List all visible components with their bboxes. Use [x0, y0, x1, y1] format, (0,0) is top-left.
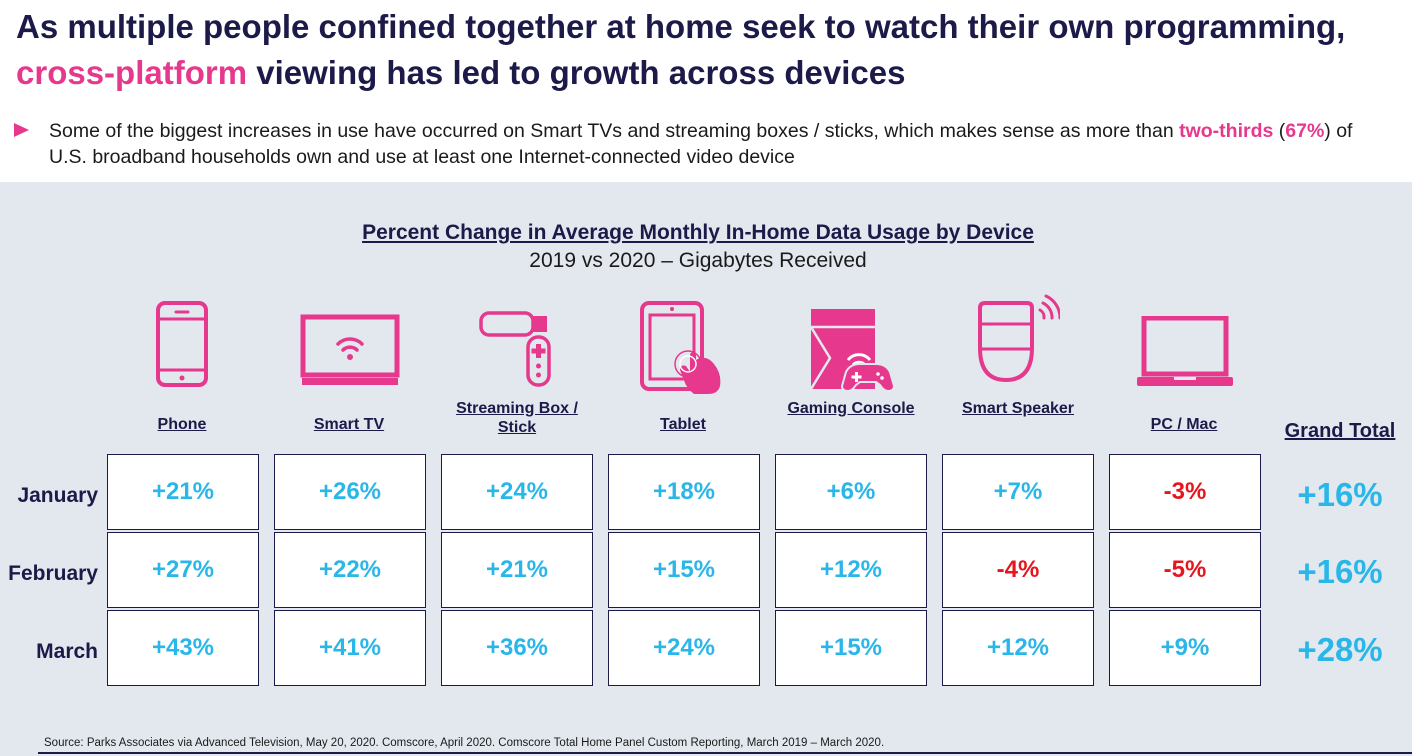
bullet-part-1: Some of the biggest increases in use hav…: [49, 120, 1180, 142]
cell-march-speaker: +12%: [942, 610, 1094, 686]
cell-january-gaming: +6%: [775, 454, 927, 530]
laptop-icon: [1137, 316, 1233, 386]
footer-divider: [38, 752, 1412, 754]
column-label-grand-total: Grand Total: [1284, 420, 1396, 442]
cell-january-tablet: +18%: [608, 454, 760, 530]
gaming-console-icon: [809, 309, 894, 392]
cell-march-phone: +43%: [107, 610, 259, 686]
title-highlight: cross-platform: [16, 54, 248, 91]
column-label-streaming: Streaming Box / Stick: [456, 400, 578, 436]
bullet-part-3: ) of U.S. broadband households own and u…: [49, 120, 1353, 168]
cell-february-streaming: +21%: [441, 532, 593, 608]
bullet-highlight-percent: 67%: [1285, 120, 1325, 142]
cell-january-pc: -3%: [1109, 454, 1261, 530]
cell-january-streaming: +24%: [441, 454, 593, 530]
grand-total-february: +16%: [1297, 553, 1383, 590]
row-label-march: March: [36, 640, 98, 663]
column-label-smart-tv: Smart TV: [313, 416, 385, 433]
cell-february-speaker: -4%: [942, 532, 1094, 608]
chart-title: Percent Change in Average Monthly In-Hom…: [362, 221, 1034, 244]
cell-february-phone: +27%: [107, 532, 259, 608]
cell-march-gaming: +15%: [775, 610, 927, 686]
phone-icon: [156, 301, 208, 387]
column-label-speaker: Smart Speaker: [961, 400, 1075, 417]
cell-march-tablet: +24%: [608, 610, 760, 686]
triangle-bullet-icon: [14, 123, 29, 137]
cell-january-smart_tv: +26%: [274, 454, 426, 530]
chart-subtitle: 2019 vs 2020 – Gigabytes Received: [529, 249, 867, 272]
column-label-gaming: Gaming Console: [787, 400, 915, 417]
title-part-1: As multiple people confined together at …: [16, 8, 1346, 45]
bullet-highlight-two-thirds: two-thirds: [1179, 120, 1274, 142]
cell-february-pc: -5%: [1109, 532, 1261, 608]
cell-march-pc: +9%: [1109, 610, 1261, 686]
cell-february-smart_tv: +22%: [274, 532, 426, 608]
column-label-phone: Phone: [157, 416, 207, 433]
cell-january-speaker: +7%: [942, 454, 1094, 530]
column-label-pc: PC / Mac: [1150, 416, 1218, 433]
row-label-february: February: [8, 562, 98, 585]
row-label-january: January: [17, 484, 98, 507]
title-part-2: viewing has led to growth across devices: [247, 54, 906, 91]
column-label-tablet: Tablet: [660, 416, 706, 433]
cell-february-gaming: +12%: [775, 532, 927, 608]
smart-tv-icon: [300, 314, 400, 385]
grand-total-march: +28%: [1297, 631, 1383, 668]
cell-march-streaming: +36%: [441, 610, 593, 686]
cell-january-phone: +21%: [107, 454, 259, 530]
source-note: Source: Parks Associates via Advanced Te…: [44, 737, 885, 749]
streaming-stick-icon: [479, 311, 551, 387]
grand-total-january: +16%: [1297, 476, 1383, 513]
bullet-text: Some of the biggest increases in use hav…: [49, 118, 1389, 170]
bullet-part-2: (: [1273, 120, 1286, 142]
cell-march-smart_tv: +41%: [274, 610, 426, 686]
slide-title: As multiple people confined together at …: [16, 4, 1406, 96]
cell-february-tablet: +15%: [608, 532, 760, 608]
smart-speaker-icon: [978, 294, 1060, 383]
tablet-icon: [640, 301, 721, 394]
